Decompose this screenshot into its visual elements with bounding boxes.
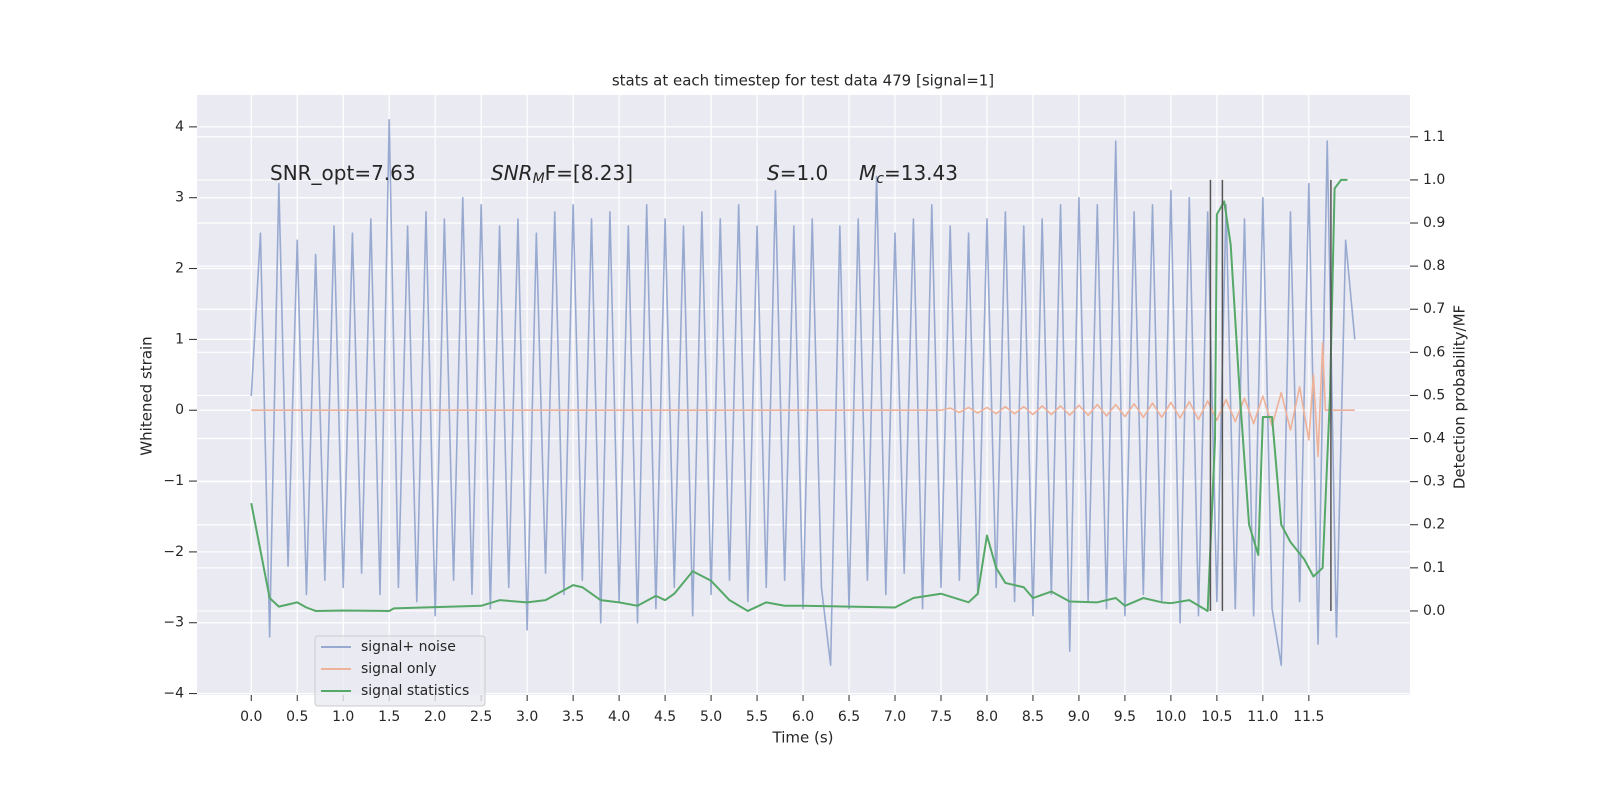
x-tick-label: 0.5: [286, 709, 308, 725]
legend-label: signal statistics: [361, 683, 469, 699]
x-tick-label: 5.5: [746, 709, 768, 725]
y-tick-label: 0: [175, 402, 184, 418]
x-tick-label: 1.5: [378, 709, 400, 725]
x-tick-label: 3.5: [562, 709, 584, 725]
legend-label: signal+ noise: [361, 639, 456, 655]
series-line: [250, 178, 1348, 612]
annotation-text: SNR_opt=7.63: [270, 161, 416, 185]
x-tick-label: 1.0: [332, 709, 354, 725]
annotation: SNRMF=[8.23]: [491, 161, 633, 188]
x-tick-label: 6.5: [838, 709, 860, 725]
y-tick-label: 3: [175, 190, 184, 206]
annotation: Mc=13.43: [859, 161, 958, 188]
annotation-subscript: M: [533, 171, 545, 187]
x-tick-label: 4.0: [608, 709, 630, 725]
y-tick-label: 2: [175, 261, 184, 277]
x-tick-label: 10.5: [1201, 709, 1232, 725]
x-tick-label: 8.0: [976, 709, 998, 725]
series-line: [250, 118, 1356, 667]
x-tick-label: 6.0: [792, 709, 814, 725]
y-tick-label: −1: [163, 473, 184, 489]
x-tick-label: 10.0: [1155, 709, 1186, 725]
y-tick-label: −4: [163, 686, 184, 702]
y2-axis-label: Detection probability/MF: [1451, 305, 1469, 489]
x-tick-label: 9.5: [1114, 709, 1136, 725]
annotation-value: =1.0: [780, 161, 829, 185]
chart-title: stats at each timestep for test data 479…: [612, 72, 994, 90]
y2-tick-label: 0.9: [1423, 215, 1445, 231]
legend-label: signal only: [361, 661, 436, 677]
annotation-value: =13.43: [884, 161, 958, 185]
axes: 0.0 0.5 1.0 1.5 2.0 2.5 3.0 3.5 4.0 4.5 5.0 5.5 6.0 6…: [163, 119, 1445, 725]
y2-tick-label: 0.6: [1423, 344, 1445, 360]
y-tick-label: 4: [175, 119, 184, 135]
x-tick-label: 11.0: [1247, 709, 1278, 725]
y-axis-label: Whitened strain: [138, 336, 156, 455]
y2-tick-label: 0.5: [1423, 387, 1445, 403]
x-tick-label: 5.0: [700, 709, 722, 725]
legend-box: [314, 635, 486, 707]
y2-tick-label: 0.7: [1423, 301, 1445, 317]
series-line: [251, 342, 1355, 458]
x-tick-label: 7.0: [884, 709, 906, 725]
annotation-symbol: SNR: [491, 161, 533, 185]
y2-tick-label: 0.2: [1423, 517, 1445, 533]
y-tick-label: −2: [163, 544, 184, 560]
x-axis-label: Time (s): [772, 729, 834, 747]
y2-tick-label: 0.0: [1423, 603, 1445, 619]
x-tick-label: 11.5: [1293, 709, 1324, 725]
y-tick-label: 1: [175, 331, 184, 347]
y-tick-label: −3: [163, 615, 184, 631]
y2-tick-label: 0.1: [1423, 560, 1445, 576]
annotation: S=1.0: [767, 161, 828, 185]
x-tick-label: 7.5: [930, 709, 952, 725]
annotation-value: F=[8.23]: [545, 161, 633, 185]
x-tick-label: 2.5: [470, 709, 492, 725]
annotation: SNR_opt=7.63: [270, 161, 416, 185]
data: [250, 118, 1356, 667]
x-tick-label: 2.0: [424, 709, 446, 725]
annotation-symbol: S: [767, 161, 780, 185]
y2-tick-label: 1.0: [1423, 172, 1445, 188]
y2-tick-label: 1.1: [1423, 129, 1445, 145]
annotation-subscript: c: [876, 171, 884, 187]
annotation-symbol: M: [859, 161, 876, 185]
y2-tick-label: 0.4: [1423, 431, 1445, 447]
x-tick-label: 9.0: [1068, 709, 1090, 725]
x-tick-label: 3.0: [516, 709, 538, 725]
y2-tick-label: 0.8: [1423, 258, 1445, 274]
x-tick-label: 0.0: [240, 709, 262, 725]
legend: signal+ noise signal only signal statistic…: [314, 635, 486, 707]
x-tick-label: 8.5: [1022, 709, 1044, 725]
x-tick-label: 4.5: [654, 709, 676, 725]
y2-tick-label: 0.3: [1423, 474, 1445, 490]
